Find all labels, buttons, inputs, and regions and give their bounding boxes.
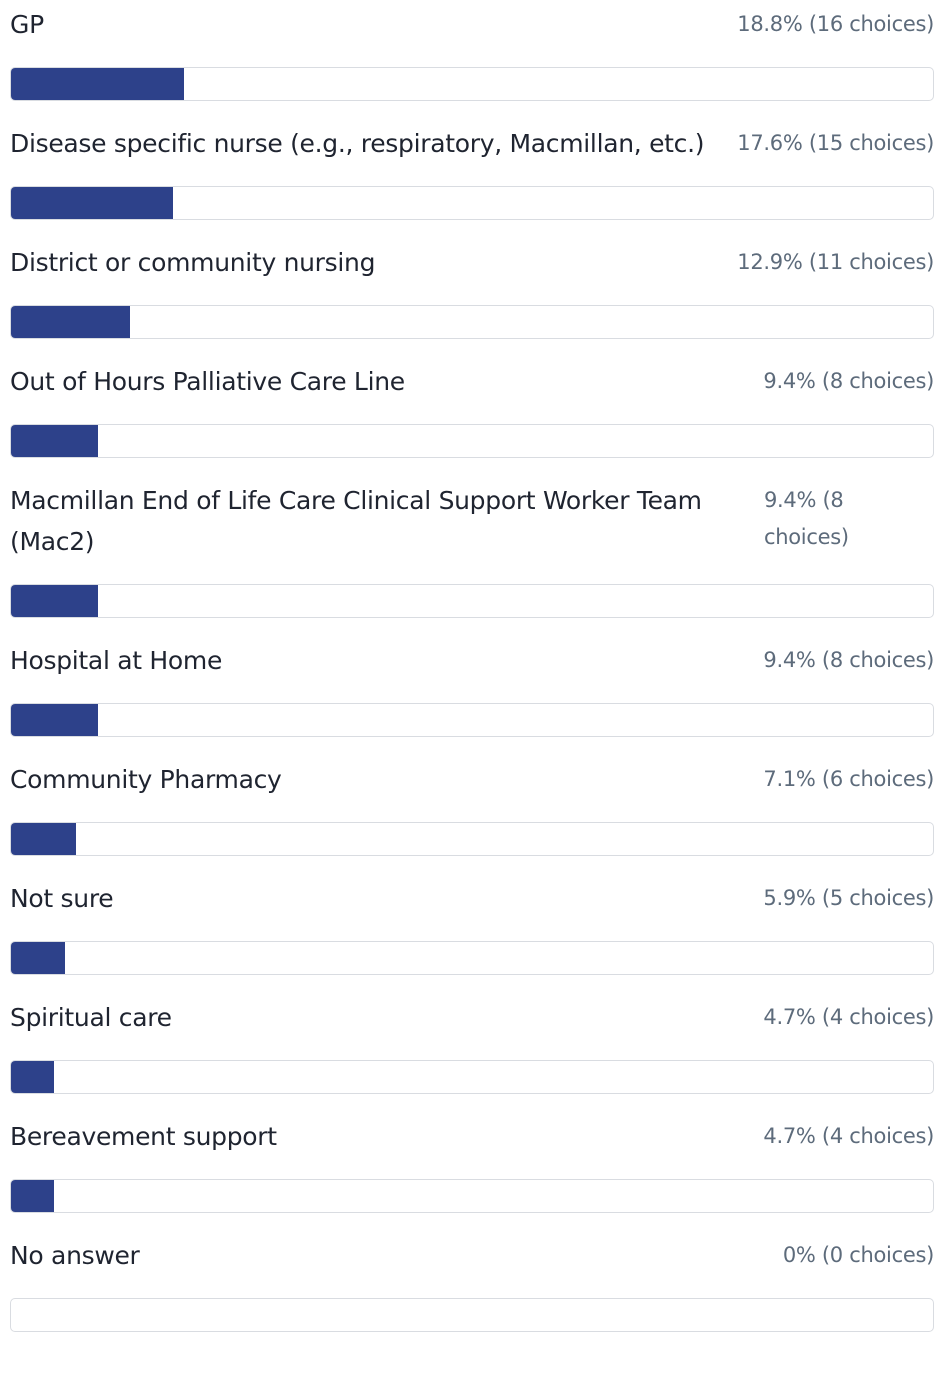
- value-label: 17.6% (15 choices): [737, 131, 934, 155]
- answer-label: Macmillan End of Life Care Clinical Supp…: [10, 486, 702, 556]
- value-label: 9.4% (8 choices): [764, 488, 849, 549]
- answer-header: Community Pharmacy 7.1% (6 choices): [10, 755, 934, 800]
- answer-header: Not sure 5.9% (5 choices): [10, 874, 934, 919]
- answer-row: Macmillan End of Life Care Clinical Supp…: [10, 476, 934, 618]
- bar-track: [10, 186, 934, 220]
- answer-header: Macmillan End of Life Care Clinical Supp…: [10, 476, 934, 562]
- answer-row: GP 18.8% (16 choices): [10, 0, 934, 101]
- answer-label: District or community nursing: [10, 248, 376, 277]
- bar: [11, 942, 66, 974]
- bar-track: [10, 67, 934, 101]
- bar-track: [10, 305, 934, 339]
- answer-row: Not sure 5.9% (5 choices): [10, 874, 934, 975]
- bar-track: [10, 822, 934, 856]
- answer-row: District or community nursing 12.9% (11 c…: [10, 238, 934, 339]
- answer-label: Out of Hours Palliative Care Line: [10, 367, 405, 396]
- answer-label: Spiritual care: [10, 1003, 172, 1032]
- bar-track: [10, 584, 934, 618]
- bar-track: [10, 941, 934, 975]
- chart: GP 18.8% (16 choices) Disease specific nur…: [10, 0, 934, 1332]
- answer-label: Community Pharmacy: [10, 765, 282, 794]
- bar-track: [10, 424, 934, 458]
- answer-header: No answer 0% (0 choices): [10, 1231, 934, 1276]
- answer-label: Disease specific nurse (e.g., respirator…: [10, 129, 705, 158]
- answer-header: Disease specific nurse (e.g., respirator…: [10, 119, 934, 164]
- answer-label: Bereavement support: [10, 1122, 277, 1151]
- answer-row: Hospital at Home 9.4% (8 choices): [10, 636, 934, 737]
- answer-label: GP: [10, 10, 44, 39]
- bar: [11, 1061, 55, 1093]
- bar-track: [10, 703, 934, 737]
- value-label: 18.8% (16 choices): [737, 12, 934, 36]
- answer-row: Out of Hours Palliative Care Line 9.4% (8…: [10, 357, 934, 458]
- answer-label: No answer: [10, 1241, 140, 1270]
- value-label: 0% (0 choices): [782, 1243, 934, 1267]
- bar: [11, 704, 98, 736]
- value-label: 4.7% (4 choices): [763, 1005, 934, 1029]
- value-label: 4.7% (4 choices): [763, 1124, 934, 1148]
- answer-header: GP 18.8% (16 choices): [10, 0, 934, 45]
- answer-header: District or community nursing 12.9% (11 c…: [10, 238, 934, 283]
- bar: [11, 306, 130, 338]
- answer-header: Out of Hours Palliative Care Line 9.4% (8…: [10, 357, 934, 402]
- answer-row: Bereavement support 4.7% (4 choices): [10, 1112, 934, 1213]
- answer-row: Spiritual care 4.7% (4 choices): [10, 993, 934, 1094]
- value-label: 5.9% (5 choices): [763, 886, 934, 910]
- bar: [11, 1180, 55, 1212]
- bar: [11, 585, 98, 617]
- answer-label: Not sure: [10, 884, 114, 913]
- bar: [11, 187, 174, 219]
- value-label: 9.4% (8 choices): [763, 369, 934, 393]
- answer-row: Disease specific nurse (e.g., respirator…: [10, 119, 934, 220]
- bar: [11, 68, 185, 100]
- value-label: 12.9% (11 choices): [737, 250, 934, 274]
- answer-label: Hospital at Home: [10, 646, 223, 675]
- value-label: 7.1% (6 choices): [763, 767, 934, 791]
- bar-track: [10, 1298, 934, 1332]
- answer-row: Community Pharmacy 7.1% (6 choices): [10, 755, 934, 856]
- answer-header: Spiritual care 4.7% (4 choices): [10, 993, 934, 1038]
- answer-header: Hospital at Home 9.4% (8 choices): [10, 636, 934, 681]
- value-label: 9.4% (8 choices): [763, 648, 934, 672]
- answer-row: No answer 0% (0 choices): [10, 1231, 934, 1332]
- bar: [11, 823, 77, 855]
- bar-track: [10, 1060, 934, 1094]
- bar-track: [10, 1179, 934, 1213]
- answer-header: Bereavement support 4.7% (4 choices): [10, 1112, 934, 1157]
- bar: [11, 425, 98, 457]
